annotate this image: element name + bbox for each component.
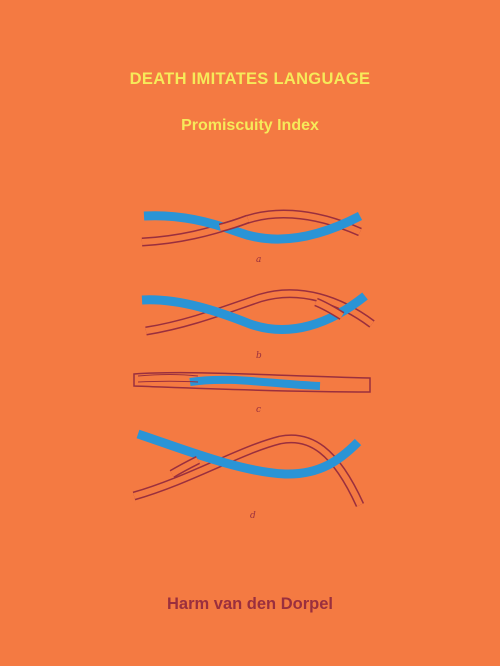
figure-d-blue-strand (136, 429, 362, 479)
figure-c-blue-strand (189, 375, 321, 390)
figure-d: d (132, 429, 365, 521)
figure-a-blue-strand (143, 211, 363, 244)
book-subtitle: Promiscuity Index (181, 117, 319, 134)
figure-b: b (141, 289, 375, 361)
figure-b-label: b (256, 351, 262, 361)
figure-b-blue-strand (141, 292, 368, 334)
figure-d-label: d (250, 511, 256, 521)
book-title: DEATH IMITATES LANGUAGE (129, 70, 371, 88)
figure-a-label: a (256, 255, 261, 265)
book-author: Harm van den Dorpel (167, 595, 333, 613)
twisted-strands-illustration: a b c d (132, 209, 375, 521)
figure-a: a (141, 209, 363, 265)
figure-c: c (133, 371, 371, 415)
figure-c-label: c (256, 405, 261, 415)
